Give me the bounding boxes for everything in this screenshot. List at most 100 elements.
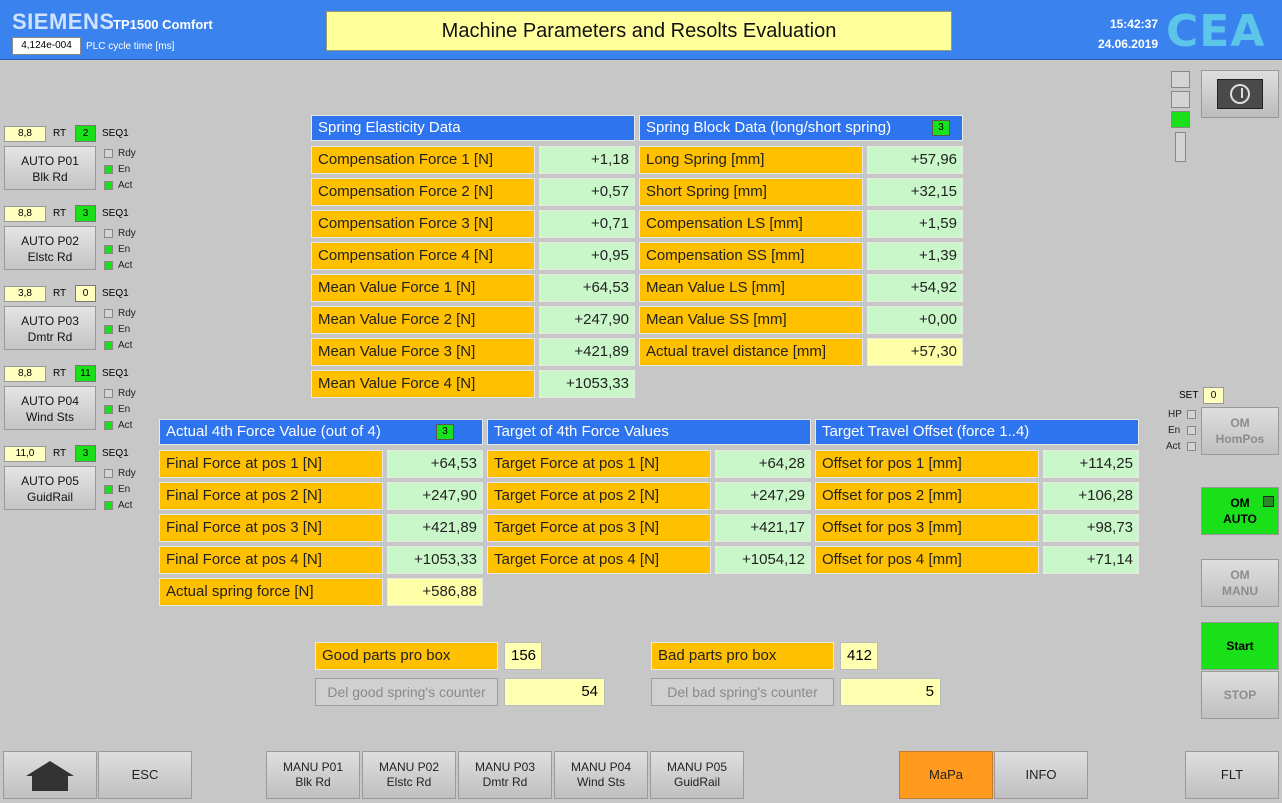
elasticity-row-label: Mean Value Force 1 [N] <box>311 274 535 302</box>
station-seq-value: 3 <box>75 445 96 462</box>
actual-row-value: +586,88 <box>387 578 483 606</box>
station-en-led <box>104 485 113 494</box>
manu-p02-button[interactable]: MANU P02 Elstc Rd <box>362 751 456 799</box>
auto-p03-button[interactable]: AUTO P03 Dmtr Rd <box>4 306 96 350</box>
target-row-value: +64,28 <box>715 450 811 478</box>
start-button[interactable]: Start <box>1201 622 1279 670</box>
block-row-label: Mean Value SS [mm] <box>639 306 863 334</box>
manu-p04-button[interactable]: MANU P04 Wind Sts <box>554 751 648 799</box>
block-row-value: +1,59 <box>867 210 963 238</box>
station-act-label: Act <box>118 180 133 191</box>
station-button-line2: Dmtr Rd <box>27 330 73 344</box>
om-hompos-button[interactable]: OM HomPos <box>1201 407 1279 455</box>
station-button-line1: AUTO P03 <box>21 314 79 328</box>
station-rdy-led <box>104 149 113 158</box>
esc-button[interactable]: ESC <box>98 751 192 799</box>
station-en-led <box>104 165 113 174</box>
station-seq-label: SEQ1 <box>102 128 129 139</box>
target-header: Target of 4th Force Values <box>487 419 811 445</box>
actual-row-value: +421,89 <box>387 514 483 542</box>
auto-p02-button[interactable]: AUTO P02 Elstc Rd <box>4 226 96 270</box>
block-row-value: +1,39 <box>867 242 963 270</box>
station-seq-label: SEQ1 <box>102 448 129 459</box>
om-auto-button[interactable]: OM AUTO <box>1201 487 1279 535</box>
station-seq-label: SEQ1 <box>102 368 129 379</box>
station-rdy-label: Rdy <box>118 308 136 319</box>
panel-model: TP1500 Comfort <box>113 17 213 32</box>
target-row-label: Target Force at pos 2 [N] <box>487 482 711 510</box>
company-logo: CEA <box>1166 6 1266 57</box>
station-rdy-led <box>104 229 113 238</box>
actual-row-value: +64,53 <box>387 450 483 478</box>
block-row-label: Compensation SS [mm] <box>639 242 863 270</box>
om-manu-button[interactable]: OM MANU <box>1201 559 1279 607</box>
station-en-label: En <box>118 244 131 255</box>
good-parts-label: Good parts pro box <box>315 642 498 670</box>
bad-parts-label: Bad parts pro box <box>651 642 834 670</box>
manu-p03-button[interactable]: MANU P03 Dmtr Rd <box>458 751 552 799</box>
info-button[interactable]: INFO <box>994 751 1088 799</box>
station-act-led <box>104 341 113 350</box>
actual-badge: 3 <box>436 424 454 440</box>
clock-time: 15:42:37 <box>1109 17 1158 31</box>
mapa-button[interactable]: MaPa <box>899 751 993 799</box>
station-act-label: Act <box>118 340 133 351</box>
om-auto-indicator <box>1263 496 1274 507</box>
actual-row-value: +1053,33 <box>387 546 483 574</box>
status-square-1 <box>1171 71 1190 88</box>
target-row-label: Target Force at pos 4 [N] <box>487 546 711 574</box>
station-rt-label: RT <box>53 448 67 459</box>
bad-parts-value: 412 <box>840 642 878 670</box>
power-icon <box>1217 79 1263 109</box>
auto-p01-button[interactable]: AUTO P01 Blk Rd <box>4 146 96 190</box>
station-rt-value: 11,0 <box>4 446 46 462</box>
offset-row-label: Offset for pos 4 [mm] <box>815 546 1039 574</box>
elasticity-row-label: Mean Value Force 2 [N] <box>311 306 535 334</box>
stop-button[interactable]: STOP <box>1201 671 1279 719</box>
elasticity-row-label: Compensation Force 4 [N] <box>311 242 535 270</box>
hp-label: HP <box>1168 409 1182 420</box>
block-row-label: Long Spring [mm] <box>639 146 863 174</box>
home-button[interactable] <box>3 751 97 799</box>
station-act-label: Act <box>118 420 133 431</box>
del-good-counter-value: 54 <box>504 678 605 706</box>
station-seq-value: 3 <box>75 205 96 222</box>
block-row-label: Actual travel distance [mm] <box>639 338 863 366</box>
station-rdy-led <box>104 389 113 398</box>
manu-p01-button[interactable]: MANU P01 Blk Rd <box>266 751 360 799</box>
station-en-led <box>104 245 113 254</box>
page-title: Machine Parameters and Resolts Evaluatio… <box>326 11 952 51</box>
del-bad-counter-button[interactable]: Del bad spring's counter <box>651 678 834 706</box>
power-button[interactable] <box>1201 70 1279 118</box>
offset-row-value: +71,14 <box>1043 546 1139 574</box>
actual-header-title: Actual 4th Force Value (out of 4) <box>166 423 381 440</box>
manu-button-line2: Wind Sts <box>576 775 625 789</box>
target-row-label: Target Force at pos 1 [N] <box>487 450 711 478</box>
hp-en-label: En <box>1168 425 1181 436</box>
elasticity-row-value: +1,18 <box>539 146 635 174</box>
home-icon <box>26 761 74 791</box>
om-auto-line1: OM <box>1230 496 1250 510</box>
auto-p04-button[interactable]: AUTO P04 Wind Sts <box>4 386 96 430</box>
offset-row-value: +114,25 <box>1043 450 1139 478</box>
manu-button-line2: Blk Rd <box>295 775 331 789</box>
clock-date: 24.06.2019 <box>1097 37 1158 51</box>
del-good-counter-button[interactable]: Del good spring's counter <box>315 678 498 706</box>
manu-p05-button[interactable]: MANU P05 GuidRail <box>650 751 744 799</box>
set-value: 0 <box>1203 387 1224 404</box>
offset-row-label: Offset for pos 2 [mm] <box>815 482 1039 510</box>
elasticity-row-value: +421,89 <box>539 338 635 366</box>
station-rt-value: 8,8 <box>4 126 46 142</box>
actual-row-label: Actual spring force [N] <box>159 578 383 606</box>
elasticity-row-label: Compensation Force 1 [N] <box>311 146 535 174</box>
plc-cycle-label: PLC cycle time [ms] <box>86 41 175 52</box>
actual-header: Actual 4th Force Value (out of 4) <box>159 419 483 445</box>
manu-button-line2: Elstc Rd <box>386 775 432 789</box>
block-row-value: +57,30 <box>867 338 963 366</box>
om-hompos-line1: OM <box>1230 416 1250 430</box>
station-button-line1: AUTO P02 <box>21 234 79 248</box>
auto-p05-button[interactable]: AUTO P05 GuidRail <box>4 466 96 510</box>
flt-button[interactable]: FLT <box>1185 751 1279 799</box>
station-act-led <box>104 261 113 270</box>
station-rdy-led <box>104 309 113 318</box>
